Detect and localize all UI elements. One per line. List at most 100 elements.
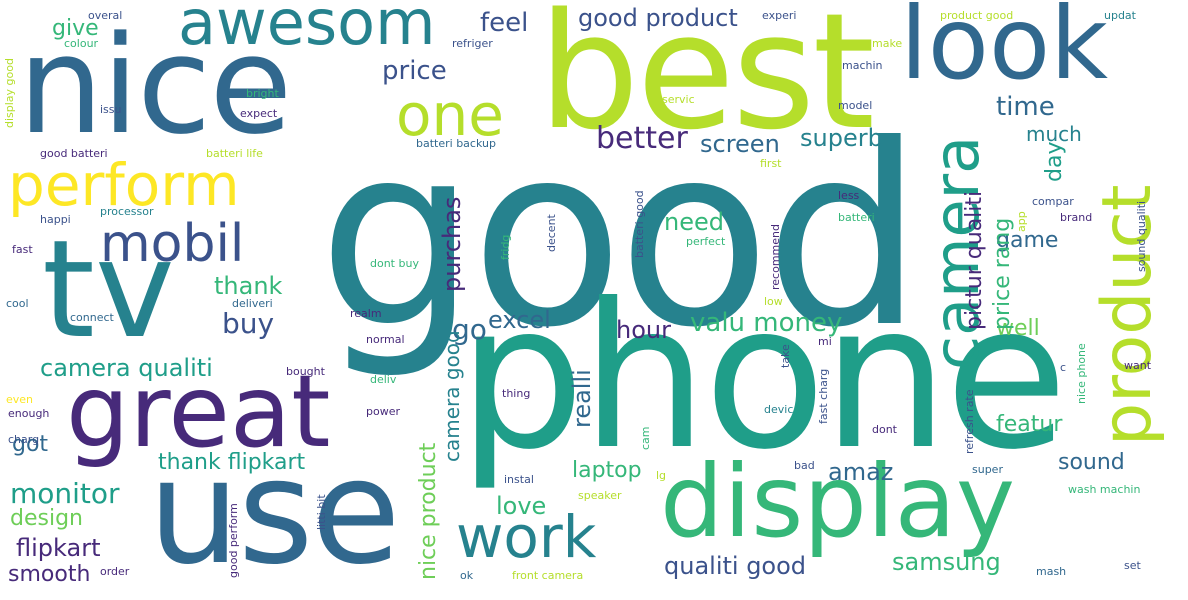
word-fridg: fridg [499,234,512,260]
word-processor: processor [100,205,154,218]
word-refresh-rate: refresh rate [963,389,976,454]
word-normal: normal [366,333,405,346]
word-want: want [1124,359,1152,372]
word-price-rang: price rang [990,217,1015,330]
word-design: design [10,506,83,531]
word-flipkart: flipkart [16,534,101,562]
word-excel: excel [488,306,551,334]
word-smooth: smooth [8,562,91,587]
word-perform: perform [8,151,240,219]
word-featur: featur [996,412,1063,437]
word-litti-bit: litti bit [315,494,328,530]
word-take: take [779,344,792,368]
word-batteri-good: batteri good [633,190,646,258]
word-compar: compar [1032,195,1074,208]
word-batteri-life: batteri life [206,147,263,160]
word-wash-machin: wash machin [1068,483,1141,496]
word-price: price [382,56,447,86]
word-order: order [100,565,130,578]
word-issu: issu [100,103,122,116]
word-samsung: samsung [892,548,1001,576]
word-devic: devic [764,403,794,416]
word-good-batteri: good batteri [40,147,108,160]
word-deliv: deliv [370,373,397,386]
word-product: product [1088,184,1167,446]
word-dont: dont [872,423,897,436]
word-realli: realli [568,369,596,428]
word-amaz: amaz [828,458,894,486]
word-fast-charg: fast charg [817,368,830,424]
word-nice-phone: nice phone [1075,343,1088,404]
word-time: time [996,92,1055,122]
word-purchas: purchas [438,196,466,292]
word-bad: bad [794,459,815,472]
word-lg: lg [656,469,667,482]
word-thank-flipkart: thank flipkart [158,450,306,475]
word-even: even [6,393,34,406]
word-bought: bought [286,365,325,378]
word-fast: fast [12,243,33,256]
word-recommend: recommend [769,224,782,290]
word-camera-good: camera good [440,330,464,462]
word-updat: updat [1104,9,1136,22]
word-good: good [318,91,923,382]
word-best: best [538,0,875,165]
word-first: first [760,157,782,170]
word-good-perform: good perform [227,503,240,578]
word-model: model [838,99,873,112]
word-make: make [872,37,903,50]
word-thank: thank [214,272,283,300]
word-hour: hour [616,316,671,344]
word-give: give [52,16,99,41]
word-expect: expect [240,107,278,120]
word-mobil: mobil [100,214,245,274]
word-pictur-qualiti: pictur qualiti [962,190,987,330]
word-buy: buy [222,307,275,340]
word-work: work [456,503,597,571]
word-deliveri: deliveri [232,297,273,310]
word-one: one [396,81,504,149]
word-perfect: perfect [686,235,726,248]
word-low: low [764,295,783,308]
word-go: go [452,313,487,346]
word-dont-buy: dont buy [370,257,419,270]
word-overal: overal [88,9,123,22]
word-refriger: refriger [452,37,493,50]
word-feel: feel [480,8,529,38]
word-decent: decent [545,214,558,252]
word-cam: cam [639,426,652,450]
word-much: much [1026,122,1082,146]
word-need: need [664,208,724,236]
word-sound-qualiti: sound qualiti [1135,200,1148,272]
word-great: great [66,353,331,470]
word-screen: screen [700,130,780,158]
word-nice: nice [18,7,292,164]
word-sound: sound [1058,450,1125,475]
word-camera-qualiti: camera qualiti [40,354,213,382]
word-servic: servic [662,93,695,106]
word-experi: experi [762,9,797,22]
word-power: power [366,405,400,418]
word-less: less [838,189,860,202]
word-display-good: display good [3,58,16,128]
word-c: c [1060,361,1067,374]
word-batteri-backup: batteri backup [416,137,496,150]
word-game: game [996,228,1059,253]
word-thing: thing [502,387,531,400]
word-charg: charg [8,433,40,446]
word-mash: mash [1036,565,1067,578]
word-instal: instal [504,473,534,486]
word-monitor: monitor [10,477,120,510]
word-tv: tv [42,211,175,368]
word-super: super [972,463,1003,476]
word-connect: connect [70,311,114,324]
word-day: day [1042,141,1067,182]
word-love: love [496,492,547,520]
word-machin: machin [842,59,883,72]
word-use: use [148,428,401,597]
word-realm: realm [350,307,382,320]
word-enough: enough [8,407,50,420]
word-superb: superb [800,124,883,152]
word-display: display [660,443,1016,560]
word-well: well [996,316,1040,341]
